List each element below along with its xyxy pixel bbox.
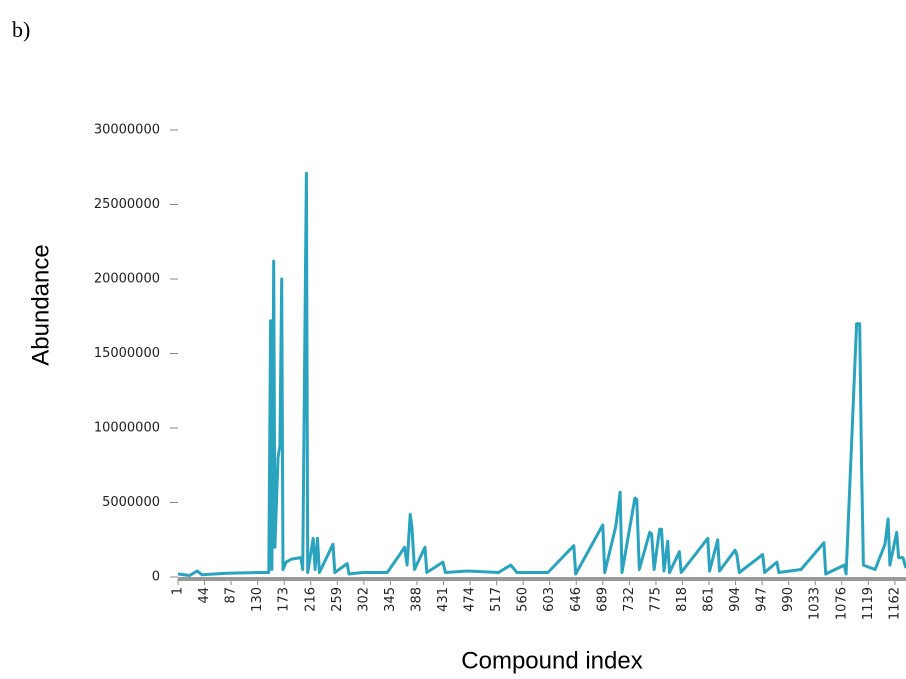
x-tick-label: 646 xyxy=(569,587,584,612)
x-tick-label: 388 xyxy=(409,587,424,612)
x-tick-label: 689 xyxy=(595,587,610,612)
data-line xyxy=(177,171,906,577)
x-tick-label: 216 xyxy=(303,587,318,612)
x-tick-label: 259 xyxy=(330,587,345,612)
x-tick-label: 861 xyxy=(702,587,717,612)
x-tick-label: 173 xyxy=(277,587,292,612)
x-tick-label: 904 xyxy=(728,587,743,612)
x-tick-label: 1119 xyxy=(861,587,876,620)
x-tick-label: 818 xyxy=(675,587,690,612)
x-tick-label: 1076 xyxy=(834,587,849,620)
x-tick-label: 345 xyxy=(383,587,398,612)
x-tick-label: 1 xyxy=(171,587,186,595)
y-tick-label: 0 xyxy=(152,570,160,585)
x-tick-label: 130 xyxy=(250,587,265,612)
x-tick-label: 1033 xyxy=(808,587,823,620)
y-tick-label: 10000000 xyxy=(94,421,160,436)
x-tick-label: 302 xyxy=(356,587,371,612)
x-tick-label: 87 xyxy=(224,587,239,604)
x-tick-label: 775 xyxy=(648,587,663,612)
x-tick-label: 517 xyxy=(489,587,504,612)
y-tick-label: 30000000 xyxy=(94,123,160,138)
panel-label: b) xyxy=(12,17,30,42)
x-tick-label: 1162 xyxy=(887,587,902,620)
x-tick-label: 947 xyxy=(755,587,770,612)
x-axis-label: Compound index xyxy=(461,647,642,674)
y-tick-label: 15000000 xyxy=(94,346,160,361)
y-axis-label: Abundance xyxy=(27,244,54,365)
x-tick-label: 603 xyxy=(542,587,557,612)
y-tick-label: 25000000 xyxy=(94,197,160,212)
x-tick-label: 732 xyxy=(622,587,637,612)
x-tick-label: 560 xyxy=(516,587,531,612)
x-tick-label: 474 xyxy=(463,587,478,612)
x-tick-label: 990 xyxy=(781,587,796,612)
x-tick-label: 431 xyxy=(436,587,451,612)
y-tick-label: 20000000 xyxy=(94,272,160,287)
x-tick-label: 44 xyxy=(197,587,212,604)
y-tick-label: 5000000 xyxy=(102,495,160,510)
